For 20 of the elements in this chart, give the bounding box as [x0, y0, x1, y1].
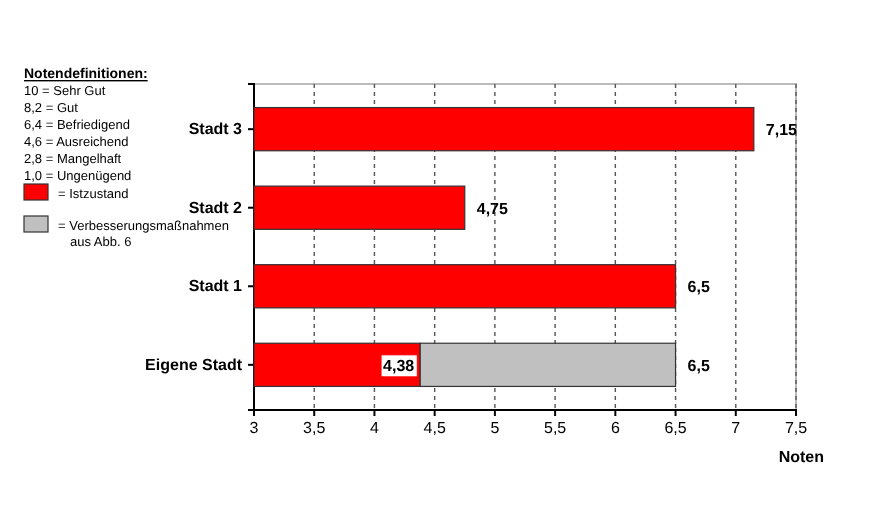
x-tick-label: 4: [369, 419, 380, 438]
x-tick-label: 3: [249, 419, 260, 438]
data-label: 4,38: [383, 356, 416, 375]
x-tick-label: 6,5: [664, 419, 688, 438]
x-axis-title: Noten: [778, 448, 825, 466]
y-tick-label: Stadt 2: [188, 198, 244, 217]
data-label: 6,5: [687, 278, 711, 297]
data-label: 7,15: [765, 121, 799, 140]
total-label: 6,5: [687, 356, 711, 375]
x-tick-label: 7,5: [784, 419, 809, 438]
x-tick-label: 4,5: [423, 419, 447, 438]
y-tick-label: Stadt 3: [188, 120, 244, 139]
data-label: 4,75: [476, 199, 510, 218]
x-tick-label: 7: [731, 419, 742, 438]
x-tick-label: 6: [610, 419, 621, 438]
x-tick-label: 5,5: [543, 419, 568, 438]
y-tick-label: Stadt 1: [188, 277, 244, 296]
y-tick-label: Eigene Stadt: [145, 355, 243, 374]
x-tick-label: 5: [490, 419, 501, 438]
x-tick-label: 3,5: [303, 419, 327, 438]
